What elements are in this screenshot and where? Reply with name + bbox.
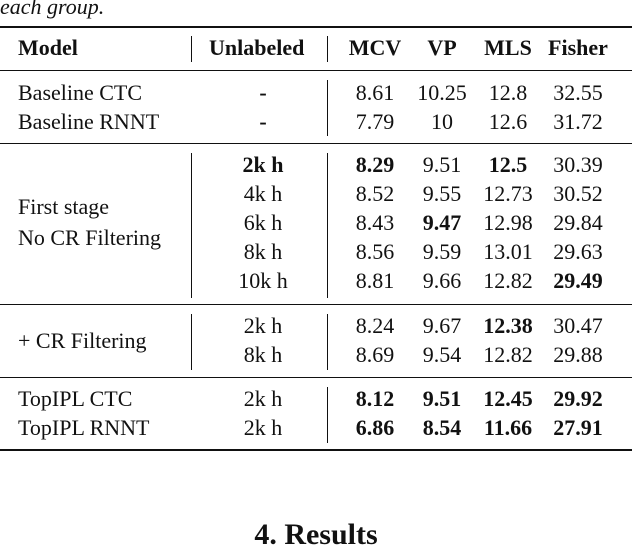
group-label-line: First stage bbox=[18, 194, 110, 219]
mls-cell: 12.82 bbox=[483, 342, 533, 367]
mcv-cell: 8.61 bbox=[355, 80, 395, 105]
fisher-cell: 30.39 bbox=[553, 152, 603, 177]
vp-cell: 9.66 bbox=[422, 268, 462, 293]
header-divider-right bbox=[327, 36, 328, 62]
mls-cell: 12.82 bbox=[483, 268, 533, 293]
group3-divider-right bbox=[327, 314, 328, 370]
bottom-rule bbox=[0, 449, 632, 451]
header-mls: MLS bbox=[484, 35, 532, 60]
model-cell: Baseline CTC bbox=[18, 80, 143, 105]
mcv-cell: 8.52 bbox=[355, 181, 395, 206]
unlabeled-cell: 4k h bbox=[243, 181, 283, 206]
mls-cell: 13.01 bbox=[483, 239, 533, 264]
unlabeled-cell: 8k h bbox=[243, 342, 283, 367]
group1-divider bbox=[327, 80, 328, 136]
top-rule bbox=[0, 26, 632, 28]
caption-tail: each group. bbox=[0, 0, 105, 19]
unlabeled-cell: 2k h bbox=[243, 313, 283, 338]
mls-cell: 12.6 bbox=[488, 109, 528, 134]
mls-cell: 11.66 bbox=[483, 415, 533, 440]
mcv-cell: 7.79 bbox=[355, 109, 395, 134]
vp-cell: 9.51 bbox=[422, 152, 462, 177]
unlabeled-cell: 2k h bbox=[243, 415, 283, 440]
header-rule bbox=[0, 70, 632, 71]
group4-divider bbox=[327, 387, 328, 443]
fisher-cell: 29.88 bbox=[553, 342, 603, 367]
group3-rule bbox=[0, 377, 632, 378]
group-label-line: No CR Filtering bbox=[18, 225, 162, 250]
mcv-cell: 8.56 bbox=[355, 239, 395, 264]
header-model: Model bbox=[18, 35, 78, 60]
unlabeled-cell: 2k h bbox=[243, 386, 283, 411]
model-cell: Baseline RNNT bbox=[18, 109, 160, 134]
mcv-cell: 8.24 bbox=[355, 313, 395, 338]
vp-cell: 9.59 bbox=[422, 239, 462, 264]
fisher-cell: 29.63 bbox=[553, 239, 603, 264]
unlabeled-cell: - bbox=[259, 109, 267, 134]
model-cell: TopIPL CTC bbox=[18, 386, 133, 411]
fisher-cell: 27.91 bbox=[553, 415, 603, 440]
mls-cell: 12.98 bbox=[483, 210, 533, 235]
fisher-cell: 30.47 bbox=[553, 313, 603, 338]
mls-cell: 12.38 bbox=[483, 313, 533, 338]
fisher-cell: 29.84 bbox=[553, 210, 603, 235]
mls-cell: 12.73 bbox=[483, 181, 533, 206]
mcv-cell: 8.43 bbox=[355, 210, 395, 235]
unlabeled-cell: 2k h bbox=[242, 152, 284, 177]
vp-cell: 8.54 bbox=[422, 415, 462, 440]
header-fisher: Fisher bbox=[548, 35, 608, 60]
vp-cell: 9.54 bbox=[422, 342, 462, 367]
vp-cell: 9.67 bbox=[422, 313, 462, 338]
mls-cell: 12.5 bbox=[488, 152, 528, 177]
group2-divider-right bbox=[327, 153, 328, 298]
mcv-cell: 8.29 bbox=[355, 152, 395, 177]
fisher-cell: 29.92 bbox=[553, 386, 603, 411]
mcv-cell: 8.12 bbox=[355, 386, 395, 411]
fisher-cell: 32.55 bbox=[553, 80, 603, 105]
fisher-cell: 30.52 bbox=[553, 181, 603, 206]
model-cell: TopIPL RNNT bbox=[18, 415, 150, 440]
header-vp: VP bbox=[427, 35, 457, 60]
unlabeled-cell: 10k h bbox=[238, 268, 288, 293]
vp-cell: 9.55 bbox=[422, 181, 462, 206]
group1-rule bbox=[0, 143, 632, 144]
fisher-cell: 29.49 bbox=[553, 268, 603, 293]
mls-cell: 12.8 bbox=[488, 80, 528, 105]
group-label-line: + CR Filtering bbox=[18, 328, 147, 353]
mcv-cell: 8.81 bbox=[355, 268, 395, 293]
vp-cell: 10.25 bbox=[417, 80, 467, 105]
group3-divider-left bbox=[191, 314, 192, 370]
unlabeled-cell: 6k h bbox=[243, 210, 283, 235]
fisher-cell: 31.72 bbox=[553, 109, 603, 134]
vp-cell: 10 bbox=[431, 109, 453, 134]
mcv-cell: 6.86 bbox=[355, 415, 395, 440]
mls-cell: 12.45 bbox=[483, 386, 533, 411]
vp-cell: 9.51 bbox=[422, 386, 462, 411]
unlabeled-cell: 8k h bbox=[243, 239, 283, 264]
vp-cell: 9.47 bbox=[422, 210, 462, 235]
header-divider-left bbox=[191, 36, 192, 62]
header-mcv: MCV bbox=[348, 35, 402, 60]
mcv-cell: 8.69 bbox=[355, 342, 395, 367]
group2-divider-left bbox=[191, 153, 192, 298]
unlabeled-cell: - bbox=[259, 80, 267, 105]
header-unlabeled: Unlabeled bbox=[209, 35, 305, 60]
section-heading: 4. Results bbox=[254, 518, 378, 551]
group2-rule bbox=[0, 304, 632, 305]
